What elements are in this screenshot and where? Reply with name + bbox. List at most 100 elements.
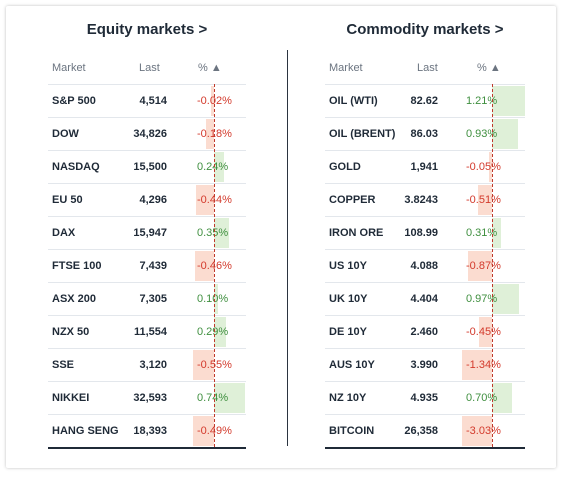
pct-change-cell: -3.03% — [462, 415, 525, 447]
pct-change-cell: -0.46% — [193, 250, 246, 282]
table-row[interactable]: S&P 500 4,514 -0.02% — [48, 85, 246, 118]
pct-change-cell: -0.02% — [193, 85, 246, 117]
pct-change-bar — [193, 416, 214, 446]
last-value: 3.8243 — [404, 194, 438, 206]
last-value: 1,941 — [410, 161, 438, 173]
table-row[interactable]: DAX 15,947 0.35% — [48, 217, 246, 250]
equity-markets-link[interactable]: Equity markets > — [86, 21, 208, 38]
pct-change-value: 0.70% — [466, 392, 498, 404]
pct-change-cell: 0.29% — [193, 316, 246, 348]
header-market[interactable]: Market — [52, 62, 86, 74]
table-row[interactable]: DE 10Y 2.460 -0.45% — [325, 316, 525, 349]
pct-change-cell: 0.24% — [193, 151, 246, 183]
pct-change-bar — [214, 152, 225, 182]
table-row[interactable]: NZX 50 11,554 0.29% — [48, 316, 246, 349]
pct-change-cell: -0.45% — [462, 316, 525, 348]
table-row[interactable]: SSE 3,120 -0.55% — [48, 349, 246, 382]
zero-baseline — [214, 84, 215, 447]
pct-change-bar — [194, 251, 214, 281]
pct-change-value: -0.45% — [466, 326, 501, 338]
table-row[interactable]: HANG SENG 18,393 -0.49% — [48, 415, 246, 449]
header-last[interactable]: Last — [417, 62, 438, 74]
market-name: OIL (BRENT) — [329, 128, 396, 140]
equity-rows: S&P 500 4,514 -0.02% DOW 34,826 -0.18% NASDAQ 1… — [48, 85, 246, 449]
header-pct-sort[interactable]: % ▲ — [198, 62, 222, 74]
last-value: 86.03 — [410, 128, 438, 140]
table-header: Market Last % ▲ — [325, 51, 525, 85]
pct-change-bar — [462, 416, 492, 446]
equity-table: Market Last % ▲ S&P 500 4,514 -0.02% DOW 34,… — [48, 51, 246, 449]
zero-baseline — [492, 84, 493, 447]
table-row[interactable]: COPPER 3.8243 -0.51% — [325, 184, 525, 217]
pct-change-bar — [214, 218, 229, 248]
table-row[interactable]: NASDAQ 15,500 0.24% — [48, 151, 246, 184]
pct-change-bar — [492, 119, 519, 149]
market-name: NZX 50 — [52, 326, 90, 338]
pct-change-value: -0.87% — [466, 260, 501, 272]
markets-card: Equity markets > Market Last % ▲ S&P 500… — [6, 6, 556, 468]
pct-change-value: -1.34% — [466, 359, 501, 371]
pct-change-bar — [492, 218, 501, 248]
pct-change-value: 0.93% — [466, 128, 498, 140]
pct-change-value: -3.03% — [466, 425, 501, 437]
commodity-table: Market Last % ▲ OIL (WTI) 82.62 1.21% OIL (… — [325, 51, 525, 449]
market-name: EU 50 — [52, 194, 83, 206]
table-row[interactable]: AUS 10Y 3.990 -1.34% — [325, 349, 525, 382]
last-value: 32,593 — [133, 392, 167, 404]
pct-change-cell: -0.55% — [193, 349, 246, 381]
pct-change-bar — [467, 251, 492, 281]
table-row[interactable]: OIL (WTI) 82.62 1.21% — [325, 85, 525, 118]
table-row[interactable]: ASX 200 7,305 0.10% — [48, 283, 246, 316]
header-last[interactable]: Last — [139, 62, 160, 74]
last-value: 4.404 — [410, 293, 438, 305]
pct-change-cell: 0.10% — [193, 283, 246, 315]
table-row[interactable]: FTSE 100 7,439 -0.46% — [48, 250, 246, 283]
pct-change-bar — [195, 185, 214, 215]
last-value: 82.62 — [410, 95, 438, 107]
pct-change-bar — [214, 383, 245, 413]
market-name: IRON ORE — [329, 227, 384, 239]
pct-change-value: -0.51% — [466, 194, 501, 206]
last-value: 4.935 — [410, 392, 438, 404]
table-row[interactable]: BITCOIN 26,358 -3.03% — [325, 415, 525, 449]
header-market[interactable]: Market — [329, 62, 363, 74]
pct-change-value: 0.10% — [197, 293, 229, 305]
pct-change-bar — [492, 383, 512, 413]
table-row[interactable]: IRON ORE 108.99 0.31% — [325, 217, 525, 250]
last-value: 3.990 — [410, 359, 438, 371]
pct-change-cell: -0.44% — [193, 184, 246, 216]
table-row[interactable]: EU 50 4,296 -0.44% — [48, 184, 246, 217]
last-value: 4,514 — [139, 95, 167, 107]
pct-change-value: 0.35% — [197, 227, 229, 239]
table-row[interactable]: UK 10Y 4.404 0.97% — [325, 283, 525, 316]
last-value: 2.460 — [410, 326, 438, 338]
commodity-markets-link[interactable]: Commodity markets > — [346, 21, 504, 38]
market-name: OIL (WTI) — [329, 95, 378, 107]
table-row[interactable]: US 10Y 4.088 -0.87% — [325, 250, 525, 283]
pct-change-cell: -0.05% — [462, 151, 525, 183]
pct-change-bar — [462, 350, 492, 380]
table-header: Market Last % ▲ — [48, 51, 246, 85]
market-name: AUS 10Y — [329, 359, 375, 371]
pct-change-bar — [214, 317, 227, 347]
market-name: COPPER — [329, 194, 376, 206]
pct-change-cell: 0.35% — [193, 217, 246, 249]
table-row[interactable]: NZ 10Y 4.935 0.70% — [325, 382, 525, 415]
market-name: US 10Y — [329, 260, 367, 272]
pct-change-bar — [211, 86, 214, 116]
pct-change-cell: 0.93% — [462, 118, 525, 150]
table-row[interactable]: NIKKEI 32,593 0.74% — [48, 382, 246, 415]
last-value: 34,826 — [133, 128, 167, 140]
table-row[interactable]: DOW 34,826 -0.18% — [48, 118, 246, 151]
market-name: DOW — [52, 128, 79, 140]
pct-change-bar — [479, 317, 492, 347]
pct-change-cell: 1.21% — [462, 85, 525, 117]
header-pct-sort[interactable]: % ▲ — [477, 62, 501, 74]
pct-change-value: 0.31% — [466, 227, 498, 239]
table-row[interactable]: GOLD 1,941 -0.05% — [325, 151, 525, 184]
pct-change-value: 0.24% — [197, 161, 229, 173]
last-value: 3,120 — [139, 359, 167, 371]
pct-change-cell: -0.49% — [193, 415, 246, 447]
table-row[interactable]: OIL (BRENT) 86.03 0.93% — [325, 118, 525, 151]
pct-change-cell: -0.87% — [462, 250, 525, 282]
